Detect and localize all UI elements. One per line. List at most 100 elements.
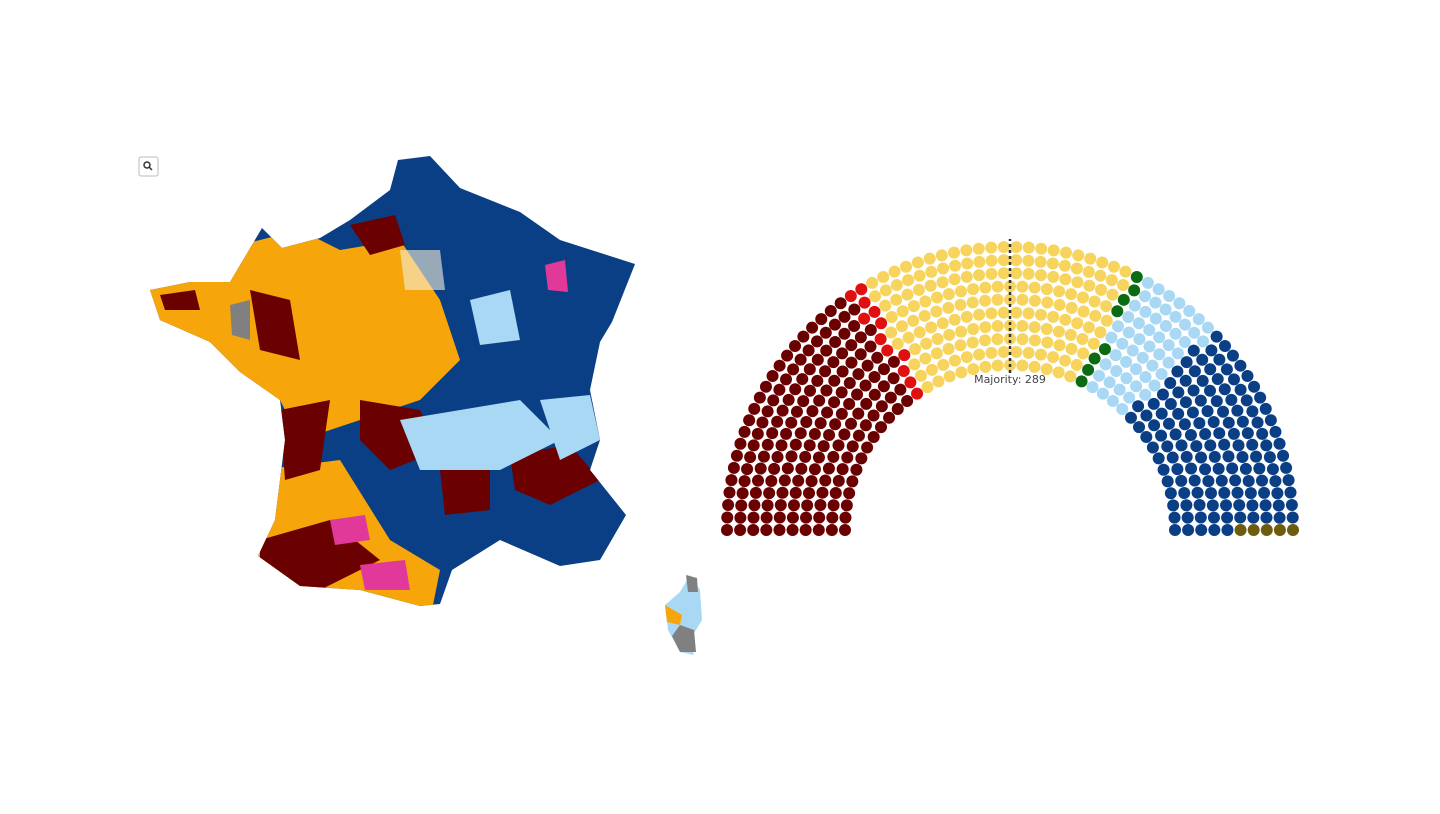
seat: [794, 427, 807, 440]
seat: [1028, 281, 1041, 294]
seat: [792, 474, 805, 487]
seat: [931, 332, 944, 345]
seat: [1285, 498, 1298, 511]
seat: [1094, 269, 1107, 282]
seat: [1065, 301, 1078, 314]
seat: [819, 365, 832, 378]
seat: [948, 354, 961, 367]
seat: [1167, 499, 1180, 512]
seat: [825, 524, 838, 536]
seat: [1076, 332, 1089, 345]
seat: [1004, 319, 1016, 332]
seat: [1022, 307, 1035, 320]
seat: [1188, 474, 1201, 487]
seat: [839, 524, 851, 536]
seat: [843, 376, 856, 389]
seat: [1064, 370, 1077, 383]
seat: [810, 335, 823, 348]
seat: [985, 346, 998, 359]
seat: [1253, 462, 1266, 475]
seat: [822, 462, 835, 475]
seat: [918, 309, 931, 322]
seat: [1259, 499, 1272, 512]
seat: [908, 358, 921, 371]
seat: [1210, 395, 1223, 408]
seat: [1217, 405, 1230, 418]
seat: [1234, 383, 1247, 396]
seat: [1273, 524, 1286, 536]
seat: [1040, 363, 1053, 376]
seat: [991, 333, 1004, 346]
seat: [1211, 373, 1224, 386]
seat: [875, 317, 888, 330]
seat: [838, 310, 851, 323]
seat: [902, 331, 915, 344]
seat: [960, 310, 973, 323]
seat: [1234, 524, 1247, 536]
seat: [875, 400, 888, 413]
seat: [1178, 486, 1191, 499]
seat: [1136, 351, 1149, 364]
seat: [1122, 310, 1135, 323]
seat: [985, 254, 998, 267]
seat: [1088, 295, 1101, 308]
seat: [734, 437, 747, 450]
seat: [797, 395, 810, 408]
seat: [1107, 260, 1120, 273]
seat: [786, 524, 799, 536]
seat: [1117, 278, 1130, 291]
seat: [859, 379, 872, 392]
seat: [1202, 475, 1215, 488]
seat: [748, 402, 761, 415]
seat: [1222, 450, 1235, 463]
seat: [1163, 290, 1176, 303]
seat: [935, 249, 948, 262]
zoom-button[interactable]: [138, 156, 159, 177]
seat: [815, 313, 828, 326]
seat: [909, 343, 922, 356]
seat: [1105, 274, 1118, 287]
seat: [789, 486, 802, 499]
seat: [1120, 372, 1133, 385]
seat: [839, 511, 852, 524]
seat: [823, 429, 836, 442]
seat: [735, 499, 748, 512]
seat: [921, 381, 934, 394]
seat: [913, 269, 926, 282]
seat: [801, 499, 814, 512]
seat: [891, 337, 904, 350]
seat: [1179, 396, 1192, 409]
seat: [774, 499, 787, 512]
seat: [844, 290, 857, 303]
seat: [1156, 388, 1169, 401]
seat: [949, 259, 962, 272]
seat: [1196, 353, 1209, 366]
seat: [787, 363, 800, 376]
seat: [997, 267, 1010, 280]
seat: [761, 438, 774, 451]
seat: [723, 486, 736, 499]
seat: [1159, 303, 1172, 316]
seat: [867, 431, 880, 444]
seat: [848, 319, 861, 332]
seat: [1260, 439, 1273, 452]
seat: [789, 339, 802, 352]
seat: [826, 511, 839, 524]
seat: [883, 411, 896, 424]
seat: [722, 498, 735, 511]
seat: [1208, 524, 1221, 536]
seat: [966, 296, 979, 309]
seat: [997, 345, 1010, 358]
seat: [985, 241, 998, 254]
seat: [991, 280, 1004, 293]
seat: [803, 487, 816, 500]
seat: [1094, 326, 1107, 339]
seat: [803, 439, 816, 452]
seat: [1139, 305, 1152, 318]
seat: [854, 331, 867, 344]
seat: [1241, 427, 1254, 440]
seat: [1047, 244, 1060, 257]
seat: [867, 409, 880, 422]
seat: [850, 463, 863, 476]
